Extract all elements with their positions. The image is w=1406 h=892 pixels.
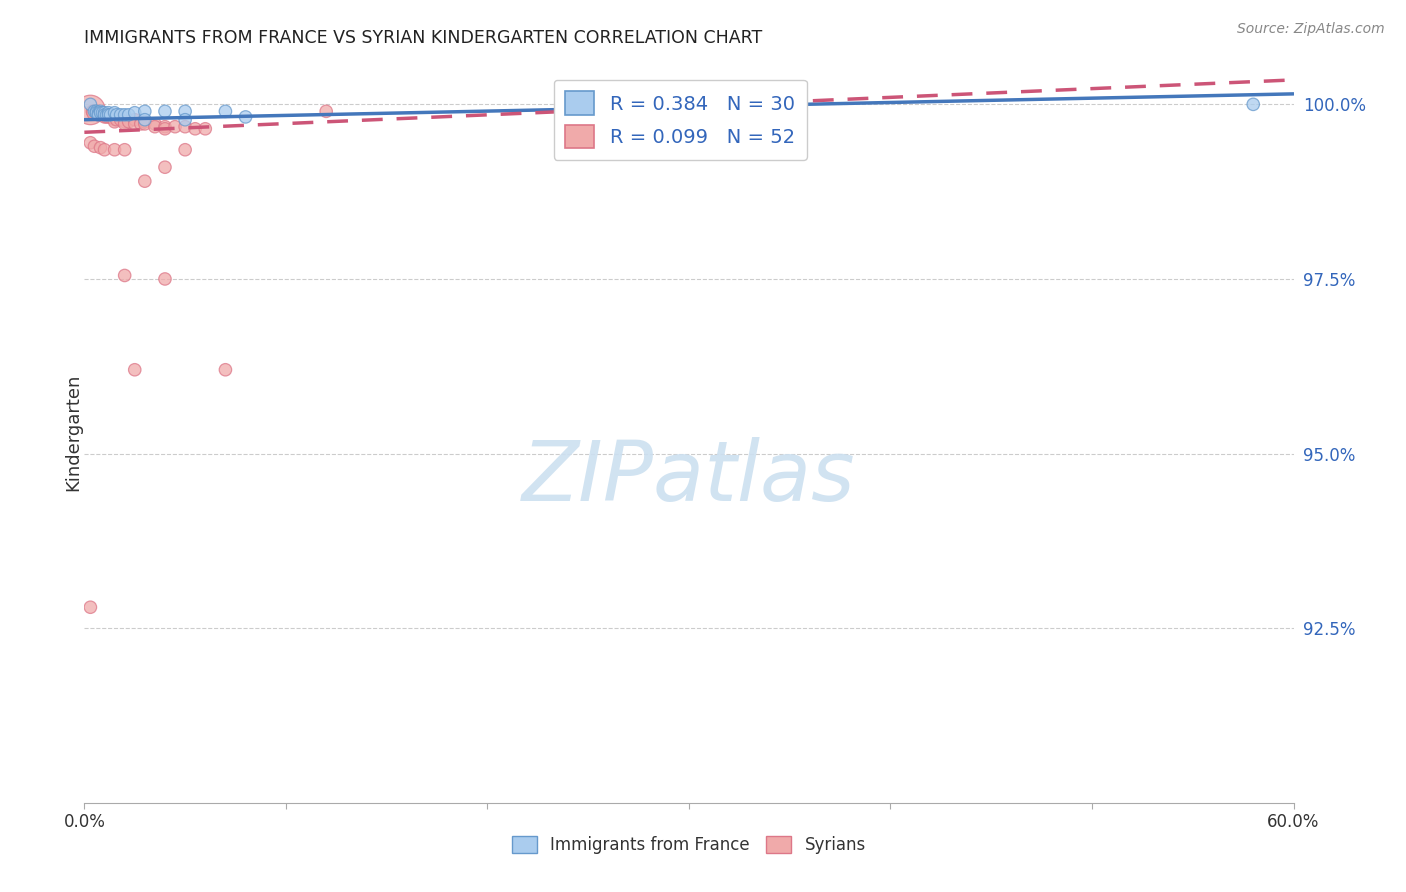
Point xyxy=(104,143,127,157)
Point xyxy=(315,104,337,119)
Point xyxy=(100,110,122,124)
Point xyxy=(100,108,122,122)
Point xyxy=(97,108,120,122)
Point xyxy=(89,141,111,155)
Point xyxy=(134,115,156,129)
Point xyxy=(134,117,156,131)
Point xyxy=(93,105,115,120)
Point xyxy=(89,104,111,119)
Point xyxy=(718,112,741,127)
Point xyxy=(114,268,136,283)
Point xyxy=(105,112,128,127)
Point xyxy=(129,117,152,131)
Legend: Immigrants from France, Syrians: Immigrants from France, Syrians xyxy=(505,830,873,861)
Point xyxy=(93,143,115,157)
Text: IMMIGRANTS FROM FRANCE VS SYRIAN KINDERGARTEN CORRELATION CHART: IMMIGRANTS FROM FRANCE VS SYRIAN KINDERG… xyxy=(84,29,762,47)
Point xyxy=(1241,97,1264,112)
Point xyxy=(86,105,108,120)
Point xyxy=(114,115,136,129)
Point xyxy=(104,115,127,129)
Point xyxy=(97,105,120,120)
Point xyxy=(118,115,141,129)
Point xyxy=(124,363,146,377)
Point xyxy=(79,103,101,117)
Point xyxy=(93,110,115,124)
Point xyxy=(114,117,136,131)
Point xyxy=(87,108,110,122)
Point xyxy=(134,104,156,119)
Point xyxy=(79,136,101,150)
Text: ZIPatlas: ZIPatlas xyxy=(522,436,856,517)
Point xyxy=(214,104,236,119)
Point xyxy=(143,117,166,131)
Point xyxy=(89,108,111,122)
Point xyxy=(87,105,110,120)
Point xyxy=(174,120,197,134)
Point xyxy=(134,112,156,127)
Point xyxy=(79,97,101,112)
Point xyxy=(143,120,166,134)
Point xyxy=(165,120,187,134)
Y-axis label: Kindergarten: Kindergarten xyxy=(65,374,82,491)
Point xyxy=(96,108,118,122)
Point xyxy=(214,363,236,377)
Point xyxy=(779,108,801,122)
Point xyxy=(93,108,115,122)
Point xyxy=(104,105,127,120)
Point xyxy=(79,600,101,615)
Point xyxy=(174,143,197,157)
Point xyxy=(89,105,111,120)
Point xyxy=(174,104,197,119)
Point xyxy=(91,108,114,122)
Point xyxy=(91,105,114,120)
Point xyxy=(83,104,105,119)
Point xyxy=(153,121,176,136)
Point xyxy=(235,110,257,124)
Point xyxy=(110,108,132,122)
Point xyxy=(105,108,128,122)
Point xyxy=(86,105,108,120)
Text: Source: ZipAtlas.com: Source: ZipAtlas.com xyxy=(1237,22,1385,37)
Point xyxy=(153,160,176,174)
Point xyxy=(174,112,197,127)
Point xyxy=(83,105,105,120)
Point xyxy=(124,117,146,131)
Point xyxy=(153,120,176,134)
Point xyxy=(134,174,156,188)
Point xyxy=(114,143,136,157)
Point xyxy=(82,104,104,119)
Point xyxy=(86,104,108,119)
Point xyxy=(153,104,176,119)
Point xyxy=(194,121,217,136)
Point xyxy=(118,108,141,122)
Point xyxy=(87,108,110,122)
Point xyxy=(184,121,207,136)
Point xyxy=(101,110,124,124)
Point xyxy=(93,108,115,122)
Point xyxy=(104,112,127,127)
Point xyxy=(97,110,120,124)
Point xyxy=(87,105,110,120)
Point xyxy=(124,105,146,120)
Point xyxy=(114,108,136,122)
Point xyxy=(153,272,176,286)
Point xyxy=(124,112,146,127)
Point xyxy=(97,108,120,122)
Point xyxy=(110,112,132,127)
Point xyxy=(83,139,105,153)
Point xyxy=(96,110,118,124)
Point xyxy=(89,108,111,122)
